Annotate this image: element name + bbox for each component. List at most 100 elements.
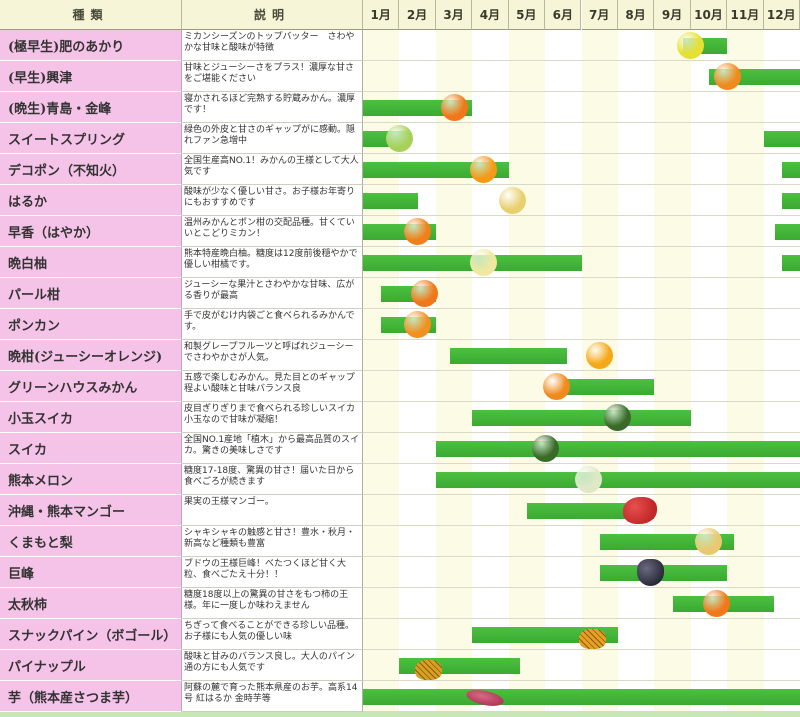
product-description: 和製グレープフルーツと呼ばれジューシーでさわやかさが人気。	[182, 340, 363, 371]
row-divider	[363, 184, 800, 185]
mango-icon	[622, 497, 657, 524]
product-name: パール柑	[0, 278, 182, 309]
citrus-icon	[586, 342, 614, 369]
product-name: スナックパイン（ボゴール）	[0, 619, 182, 650]
product-name: (早生)興津	[0, 61, 182, 92]
row-divider	[363, 60, 800, 61]
season-bar	[435, 472, 800, 488]
product-description: 阿蘇の麓で育った熊本県産のお芋。高系14号 紅はるか 金時芋等	[182, 681, 363, 712]
pineapple-icon	[578, 629, 606, 649]
header-month: 5月	[508, 0, 546, 30]
citrus-icon	[469, 249, 497, 276]
row-divider	[363, 618, 800, 619]
melon-icon	[575, 466, 603, 493]
header-month: 1月	[363, 0, 400, 30]
product-name: 熊本メロン	[0, 464, 182, 495]
season-bar	[450, 348, 567, 364]
persimmon-icon	[702, 590, 730, 617]
product-description: ブドウの王様巨峰！べたつくほど甘く大粒、食べごたえ十分！！	[182, 557, 363, 588]
product-description: 全国生産高NO.1！みかんの王様として大人気です	[182, 154, 363, 185]
header-month: 8月	[617, 0, 655, 30]
row-divider	[363, 370, 800, 371]
product-name: 巨峰	[0, 557, 182, 588]
row-divider	[363, 494, 800, 495]
row-divider	[363, 587, 800, 588]
citrus-icon	[542, 373, 570, 400]
pear-icon	[695, 528, 723, 555]
month-column	[545, 30, 582, 712]
season-bar	[774, 224, 800, 240]
month-column	[472, 30, 509, 712]
month-column	[581, 30, 618, 712]
citrus-icon	[385, 125, 413, 152]
row-divider	[363, 339, 800, 340]
season-bar	[563, 379, 655, 395]
row-divider	[363, 711, 800, 712]
header-month: 10月	[690, 0, 728, 30]
header-month: 2月	[399, 0, 436, 30]
product-name: 小玉スイカ	[0, 402, 182, 433]
month-column	[617, 30, 655, 712]
product-description: 皮目ぎりぎりまで食べられる珍しいスイカ小玉なので甘味が凝縮！	[182, 402, 363, 433]
citrus-icon	[469, 156, 497, 183]
row-divider	[363, 246, 800, 247]
season-bar	[363, 193, 418, 209]
header-name: 種類	[0, 0, 182, 30]
product-description: ジューシーな果汁とさわやかな甘味、広がる香りが最高	[182, 278, 363, 309]
season-bar	[472, 410, 691, 426]
product-name: スイカ	[0, 433, 182, 464]
row-divider	[363, 525, 800, 526]
season-bar	[526, 503, 655, 519]
product-name: (極早生)肥のあかり	[0, 30, 182, 61]
header-month: 11月	[727, 0, 764, 30]
product-name: ポンカン	[0, 309, 182, 340]
product-description: 温州みかんとポン柑の交配品種。甘くていいとこどりミカン！	[182, 216, 363, 247]
header-month: 6月	[545, 0, 582, 30]
pineapple-icon	[415, 660, 443, 680]
row-divider	[363, 463, 800, 464]
product-description: シャキシャキの触感と甘さ！豊水・秋月・新高など種類も豊富	[182, 526, 363, 557]
month-column	[508, 30, 546, 712]
product-description: 酸味が少なく優しい甘さ。お子様お年寄りにもおすすめです	[182, 185, 363, 216]
product-description: 糖度17-18度、驚異の甘さ！届いた日から食べごろが続きます	[182, 464, 363, 495]
product-description: ちぎって食べることができる珍しい品種。お子様にも人気の優しい味	[182, 619, 363, 650]
month-column	[435, 30, 473, 712]
row-divider	[363, 680, 800, 681]
citrus-icon	[677, 32, 705, 59]
product-name: 晩柑(ジューシーオレンジ)	[0, 340, 182, 371]
product-name: (晩生)青島・金峰	[0, 92, 182, 123]
row-divider	[363, 215, 800, 216]
product-description: ミカンシーズンのトップバッター さわやかな甘味と酸味が特徴	[182, 30, 363, 61]
product-description: 寝かされるほど完熟する貯蔵みかん。濃厚です！	[182, 92, 363, 123]
product-name: はるか	[0, 185, 182, 216]
citrus-icon	[404, 218, 432, 245]
citrus-icon	[411, 280, 439, 307]
season-bar	[781, 255, 800, 271]
season-bar	[435, 441, 800, 457]
product-name: 沖縄・熊本マンゴー	[0, 495, 182, 526]
product-name: 晩白柚	[0, 247, 182, 278]
product-name: デコポン（不知火）	[0, 154, 182, 185]
header-month: 7月	[581, 0, 618, 30]
season-bar	[763, 131, 800, 147]
product-name: くまもと梨	[0, 526, 182, 557]
product-name: パイナップル	[0, 650, 182, 681]
citrus-icon	[498, 187, 526, 214]
header-month: 12月	[763, 0, 800, 30]
header-month: 4月	[472, 0, 509, 30]
bottom-border	[0, 712, 800, 717]
row-divider	[363, 122, 800, 123]
melon-icon	[604, 404, 632, 431]
row-divider	[363, 153, 800, 154]
row-divider	[363, 432, 800, 433]
citrus-icon	[404, 311, 432, 338]
product-description: 酸味と甘みのバランス良し。大人のパイン通の方にも人気です	[182, 650, 363, 681]
citrus-icon	[713, 63, 741, 90]
row-divider	[363, 649, 800, 650]
header-month: 9月	[654, 0, 691, 30]
product-name: スイートスプリング	[0, 123, 182, 154]
season-bar	[781, 162, 800, 178]
season-bar	[363, 689, 800, 705]
season-bar	[781, 193, 800, 209]
